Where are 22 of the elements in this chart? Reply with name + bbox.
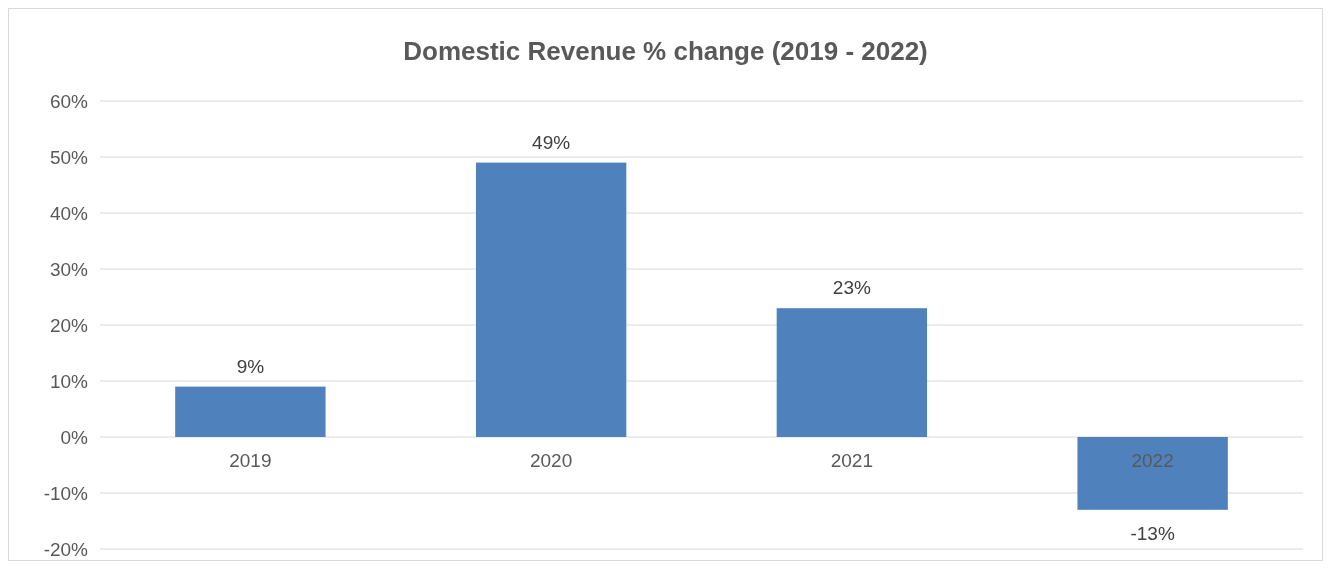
x-tick-label: 2020 [529, 450, 573, 471]
x-tick-label: 2022 [1131, 450, 1174, 471]
y-tick-label: 30% [49, 258, 89, 280]
y-tick-label: 60% [49, 90, 89, 112]
bar [175, 386, 326, 437]
bar [475, 162, 627, 437]
bar [776, 308, 928, 437]
y-tick-label: -20% [43, 538, 89, 560]
x-tick-label: 2019 [229, 450, 272, 471]
x-tick-label: 2021 [830, 450, 874, 471]
chart-title: Domestic Revenue % change (2019 - 2022) [403, 36, 928, 66]
y-tick-label: 0% [60, 426, 89, 448]
data-label: 49% [532, 131, 571, 153]
y-tick-label: 40% [49, 202, 89, 224]
data-label: 23% [832, 277, 871, 299]
data-label: -13% [1130, 522, 1175, 544]
y-tick-label: 20% [49, 314, 89, 336]
y-tick-label: 10% [49, 370, 89, 392]
y-tick-label: 50% [49, 146, 89, 168]
y-tick-label: -10% [43, 482, 89, 504]
bar [1077, 437, 1228, 510]
data-label: 9% [236, 355, 265, 377]
